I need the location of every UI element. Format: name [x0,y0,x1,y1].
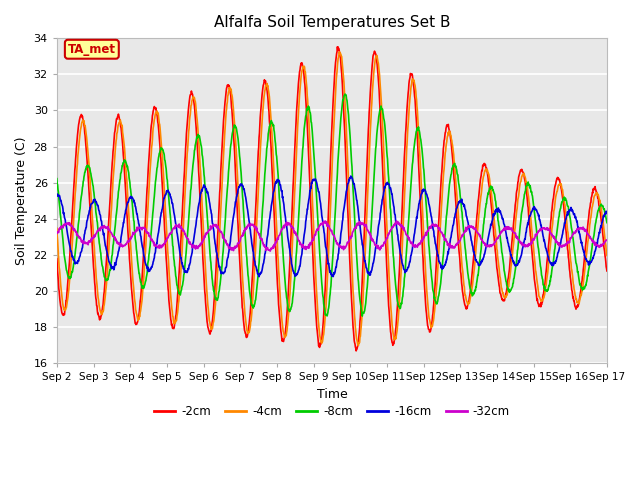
X-axis label: Time: Time [317,388,348,401]
Y-axis label: Soil Temperature (C): Soil Temperature (C) [15,136,28,265]
Text: TA_met: TA_met [68,43,116,56]
Legend: -2cm, -4cm, -8cm, -16cm, -32cm: -2cm, -4cm, -8cm, -16cm, -32cm [149,400,515,422]
Title: Alfalfa Soil Temperatures Set B: Alfalfa Soil Temperatures Set B [214,15,450,30]
